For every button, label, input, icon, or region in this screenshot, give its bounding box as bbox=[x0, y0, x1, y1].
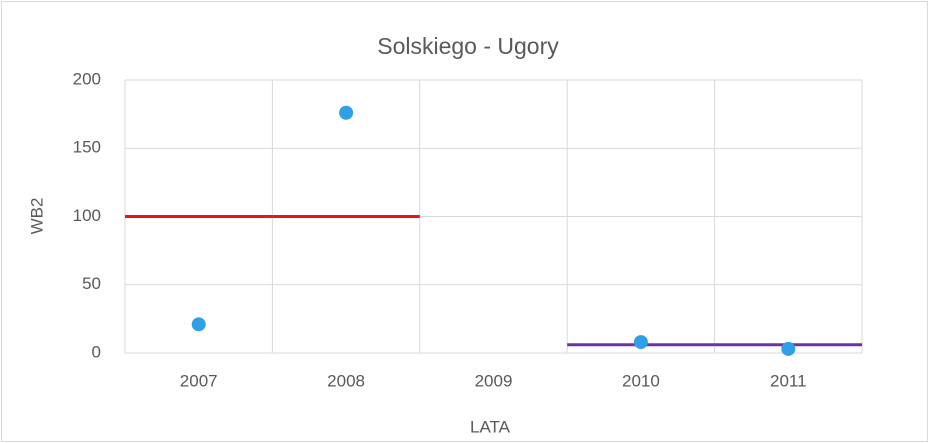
point bbox=[191, 317, 206, 332]
y-axis-label: WB2 bbox=[27, 198, 46, 235]
point bbox=[781, 341, 796, 356]
y-tick-label: 0 bbox=[92, 342, 101, 361]
y-tick-label: 50 bbox=[82, 274, 101, 293]
y-tick-label: 200 bbox=[73, 69, 101, 88]
x-tick-label: 2007 bbox=[180, 371, 218, 390]
chart-title: Solskiego - Ugory bbox=[377, 33, 559, 59]
y-tick-label: 100 bbox=[73, 206, 101, 225]
x-tick-label: 2010 bbox=[622, 371, 660, 390]
x-tick-label: 2009 bbox=[475, 371, 513, 390]
point bbox=[339, 105, 354, 120]
x-tick-label: 2011 bbox=[770, 371, 807, 390]
y-tick-label: 150 bbox=[73, 138, 101, 157]
point bbox=[633, 335, 648, 350]
x-tick-label: 2008 bbox=[327, 371, 365, 390]
x-axis-label: LATA bbox=[470, 417, 511, 436]
